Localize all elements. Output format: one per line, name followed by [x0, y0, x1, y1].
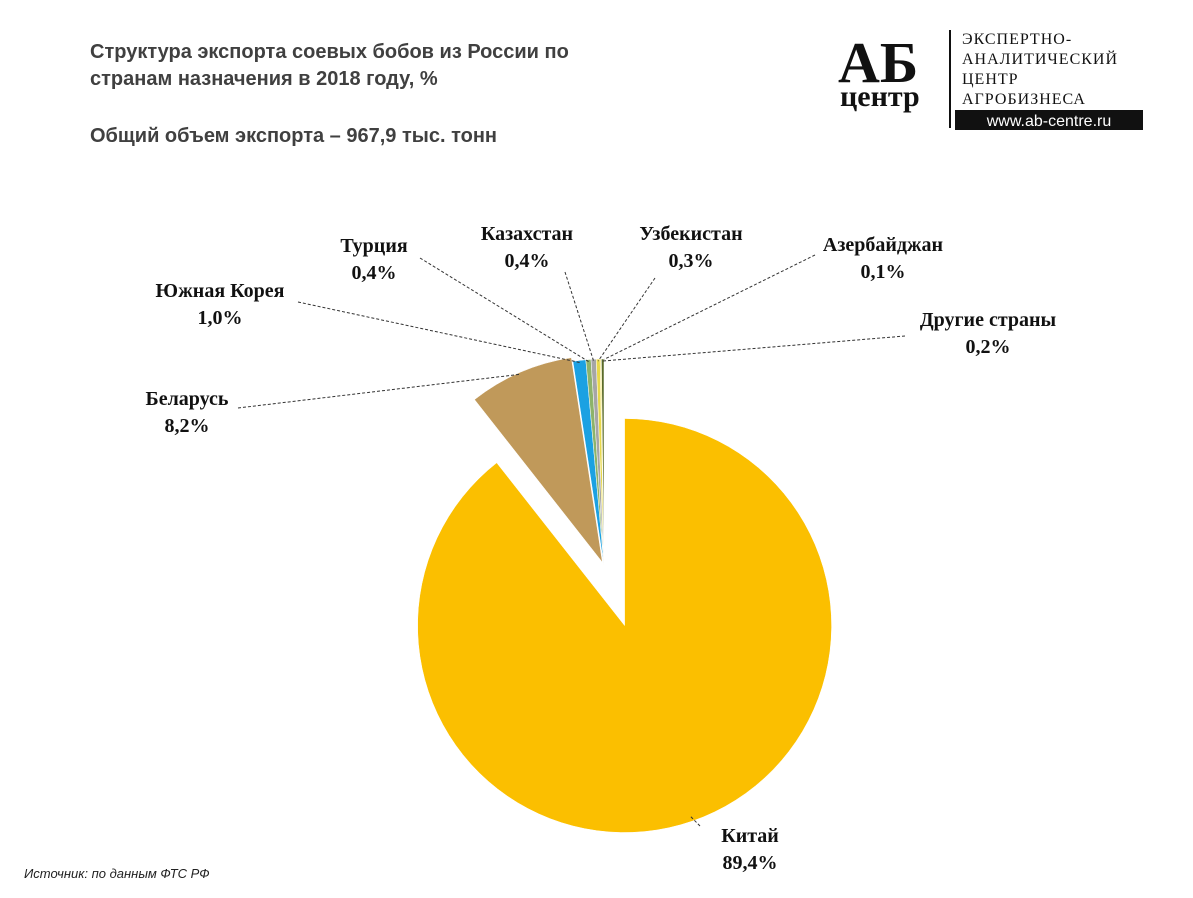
category-label: Беларусь [145, 388, 228, 410]
leader-line [297, 301, 580, 363]
category-label: Узбекистан [639, 223, 742, 245]
chart-title: странам назначения в 2018 году, % [90, 68, 438, 90]
leader-line [564, 271, 595, 362]
pie-slice [417, 418, 832, 833]
chart-subtitle: Общий объем экспорта – 967,9 тыс. тонн [90, 125, 497, 147]
leader-line [419, 257, 589, 363]
value-label: 0,4% [505, 250, 550, 272]
category-label: Азербайджан [823, 234, 943, 256]
value-label: 89,4% [723, 852, 778, 874]
logo-mark-sub: центр [840, 80, 920, 113]
leader-line [602, 335, 906, 362]
chart-title: Структура экспорта соевых бобов из Росси… [90, 41, 569, 63]
logo-line: ЦЕНТР [962, 71, 1019, 88]
category-label: Южная Корея [156, 280, 285, 302]
value-label: 0,3% [669, 250, 714, 272]
logo-line: АГРОБИЗНЕСА [962, 91, 1086, 108]
value-label: 0,2% [966, 336, 1011, 358]
logo: АБ центр ЭКСПЕРТНО- АНАЛИТИЧЕСКИЙ ЦЕНТР … [838, 30, 1143, 130]
value-label: 0,4% [352, 262, 397, 284]
value-label: 1,0% [198, 307, 243, 329]
logo-bar [955, 110, 1143, 130]
value-label: 0,1% [861, 261, 906, 283]
logo-mark: АБ [838, 30, 918, 95]
logo-line: ЭКСПЕРТНО- [962, 31, 1072, 48]
leader-line [690, 816, 701, 827]
leader-line [597, 277, 656, 362]
pie-slice [601, 358, 605, 567]
leader-line [237, 373, 522, 409]
category-label: Турция [340, 235, 408, 257]
category-label: Казахстан [481, 223, 573, 245]
category-label: Китай [721, 825, 779, 847]
pie-slice [474, 357, 603, 564]
value-label: 8,2% [165, 415, 210, 437]
logo-line: АНАЛИТИЧЕСКИЙ [962, 49, 1118, 68]
chart-title-line: Структура экспорта соевых бобов из Росси… [90, 41, 569, 90]
source-note: Источник: по данным ФТС РФ [24, 866, 210, 881]
logo-url: www.ab-centre.ru [986, 113, 1112, 130]
category-label: Другие страны [920, 309, 1057, 331]
